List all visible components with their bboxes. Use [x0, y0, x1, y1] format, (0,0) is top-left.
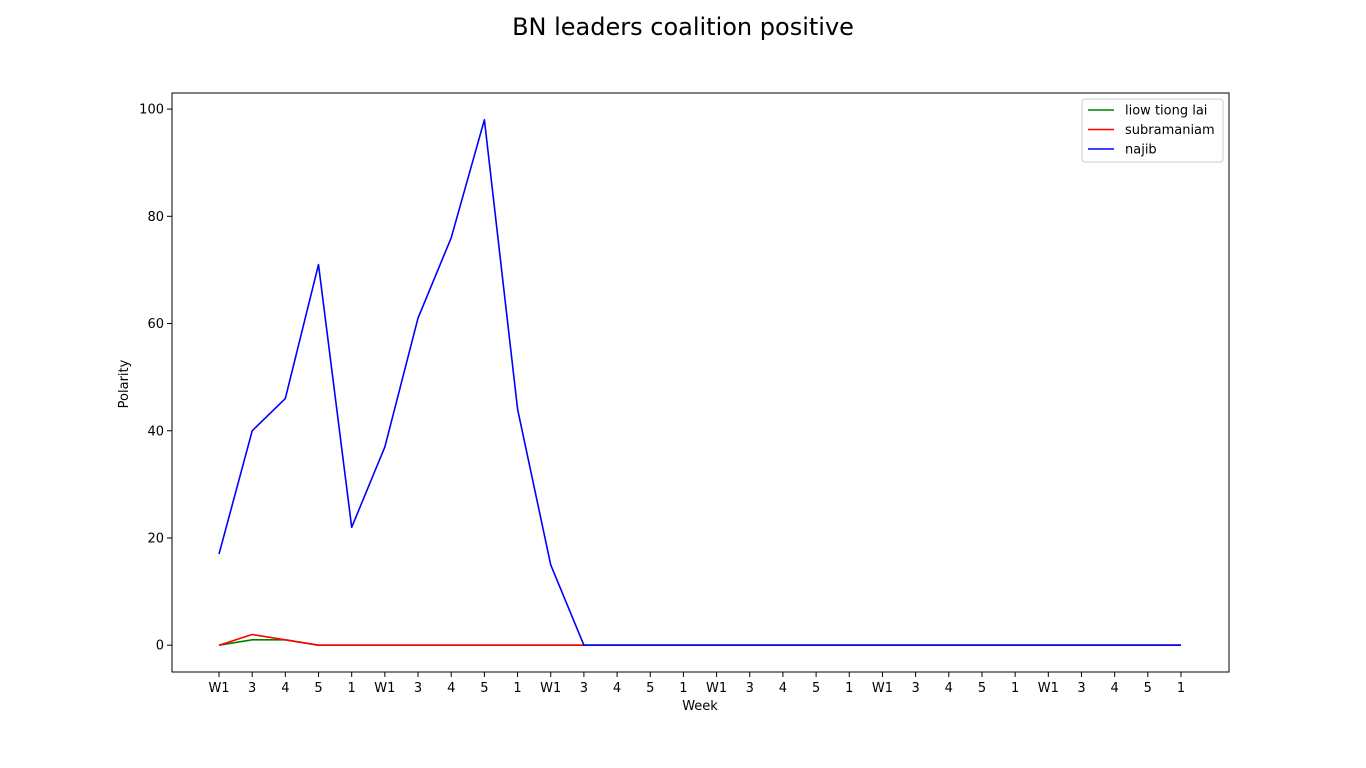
x-tick-label: 5: [1144, 681, 1152, 696]
x-tick-label: 1: [679, 681, 687, 696]
x-tick-label: 5: [314, 681, 322, 696]
x-tick-label: 3: [911, 681, 919, 696]
x-tick-label: W1: [1038, 681, 1059, 696]
legend-entry: najib: [1125, 143, 1157, 158]
x-tick-label: W1: [374, 681, 395, 696]
x-tick-label: 3: [580, 681, 588, 696]
x-tick-label: 4: [1111, 681, 1119, 696]
legend-box: [1081, 98, 1224, 163]
series-line-liow-tiong-lai: [218, 638, 1181, 647]
x-tick-label: 3: [746, 681, 754, 696]
x-tick-label: W1: [872, 681, 893, 696]
legend-entry: liow tiong lai: [1125, 104, 1207, 119]
y-axis-label: Polarity: [117, 359, 132, 408]
y-tick-label: 60: [147, 317, 164, 332]
x-axis-label: Week: [682, 699, 718, 714]
x-tick-label: 1: [513, 681, 521, 696]
x-tick-label: W1: [706, 681, 727, 696]
legend-entry: subramaniam: [1125, 123, 1215, 138]
y-tick-label: 100: [139, 103, 164, 118]
x-tick-label: 5: [646, 681, 654, 696]
series-group: [218, 119, 1181, 647]
series-line-najib: [218, 119, 1181, 647]
x-tick-label: W1: [208, 681, 229, 696]
y-tick-label: 80: [147, 210, 164, 225]
x-tick-label: W1: [540, 681, 561, 696]
y-tick-label: 0: [156, 639, 164, 654]
x-tick-label: 4: [613, 681, 621, 696]
x-tick-label: 3: [248, 681, 256, 696]
x-tick-label: 4: [945, 681, 953, 696]
x-tick-label: 4: [779, 681, 787, 696]
chart-title: BN leaders coalition positive: [512, 13, 854, 41]
x-tick-label: 4: [281, 681, 289, 696]
x-tick-label: 3: [414, 681, 422, 696]
y-tick-label: 20: [147, 531, 164, 546]
x-tick-label: 5: [978, 681, 986, 696]
x-tick-label: 1: [1177, 681, 1185, 696]
y-axis: 0 20 40 60 80 100: [139, 103, 172, 654]
x-tick-label: 1: [348, 681, 356, 696]
x-tick-label: 3: [1077, 681, 1085, 696]
x-tick-label: 1: [845, 681, 853, 696]
plot-frame: [171, 92, 1230, 673]
series-line-subramaniam: [218, 633, 1181, 647]
x-tick-label: 1: [1011, 681, 1019, 696]
x-tick-label: 4: [447, 681, 455, 696]
y-tick-label: 40: [147, 424, 164, 439]
legend: liow tiong lai subramaniam najib: [1081, 98, 1224, 163]
x-axis: W1 3 4 5 1 W1 3 4 5 1 W1 3 4 5 1 W1 3 4 5 1 W1 3 4 5 1 W1 3 4 5 1: [208, 672, 1185, 696]
x-tick-label: 5: [480, 681, 488, 696]
x-tick-label: 5: [812, 681, 820, 696]
